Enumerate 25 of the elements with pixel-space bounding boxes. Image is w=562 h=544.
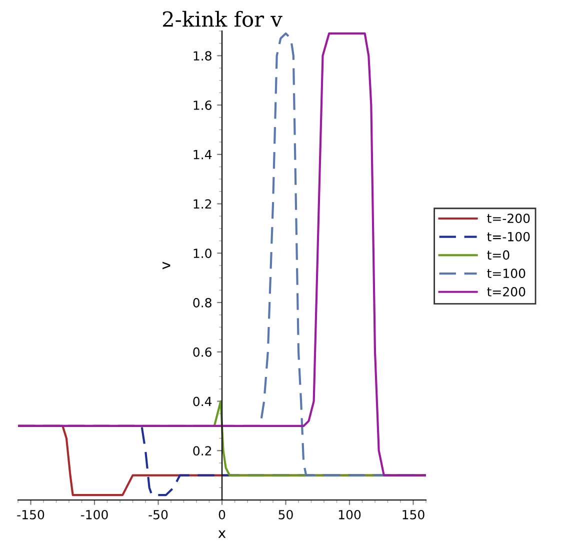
y-tick-label: 0.4	[193, 396, 212, 406]
x-tick-label: 100	[338, 510, 361, 520]
x-tick-label: -50	[148, 510, 168, 520]
legend-label: t=200	[487, 286, 526, 296]
legend-label: t=0	[487, 250, 510, 260]
legend-label: t=-100	[487, 232, 530, 242]
y-tick-label: 0.2	[193, 446, 212, 456]
chart-title: 2-kink for v	[162, 10, 282, 27]
x-tick-label: 50	[278, 510, 293, 520]
x-axis-title: x	[218, 530, 226, 538]
x-tick-label: -100	[80, 510, 108, 520]
x-tick-label: -150	[17, 510, 44, 520]
x-tick-label: 150	[402, 510, 424, 520]
y-tick-label: 1.6	[194, 100, 212, 110]
x-tick-label: 0	[218, 510, 226, 520]
y-tick-label: 1.4	[194, 150, 212, 160]
y-tick-label: 0.8	[193, 298, 212, 308]
y-tick-label: 1.8	[194, 51, 212, 61]
legend-label: t=100	[487, 268, 526, 278]
y-tick-label: 1.0	[194, 248, 212, 258]
line-series	[18, 32, 426, 476]
y-axis-title: v	[162, 262, 170, 270]
y-tick-label: 0.6	[193, 347, 212, 357]
y-tick-label: 1.2	[194, 199, 212, 209]
legend-label: t=-200	[487, 214, 530, 224]
